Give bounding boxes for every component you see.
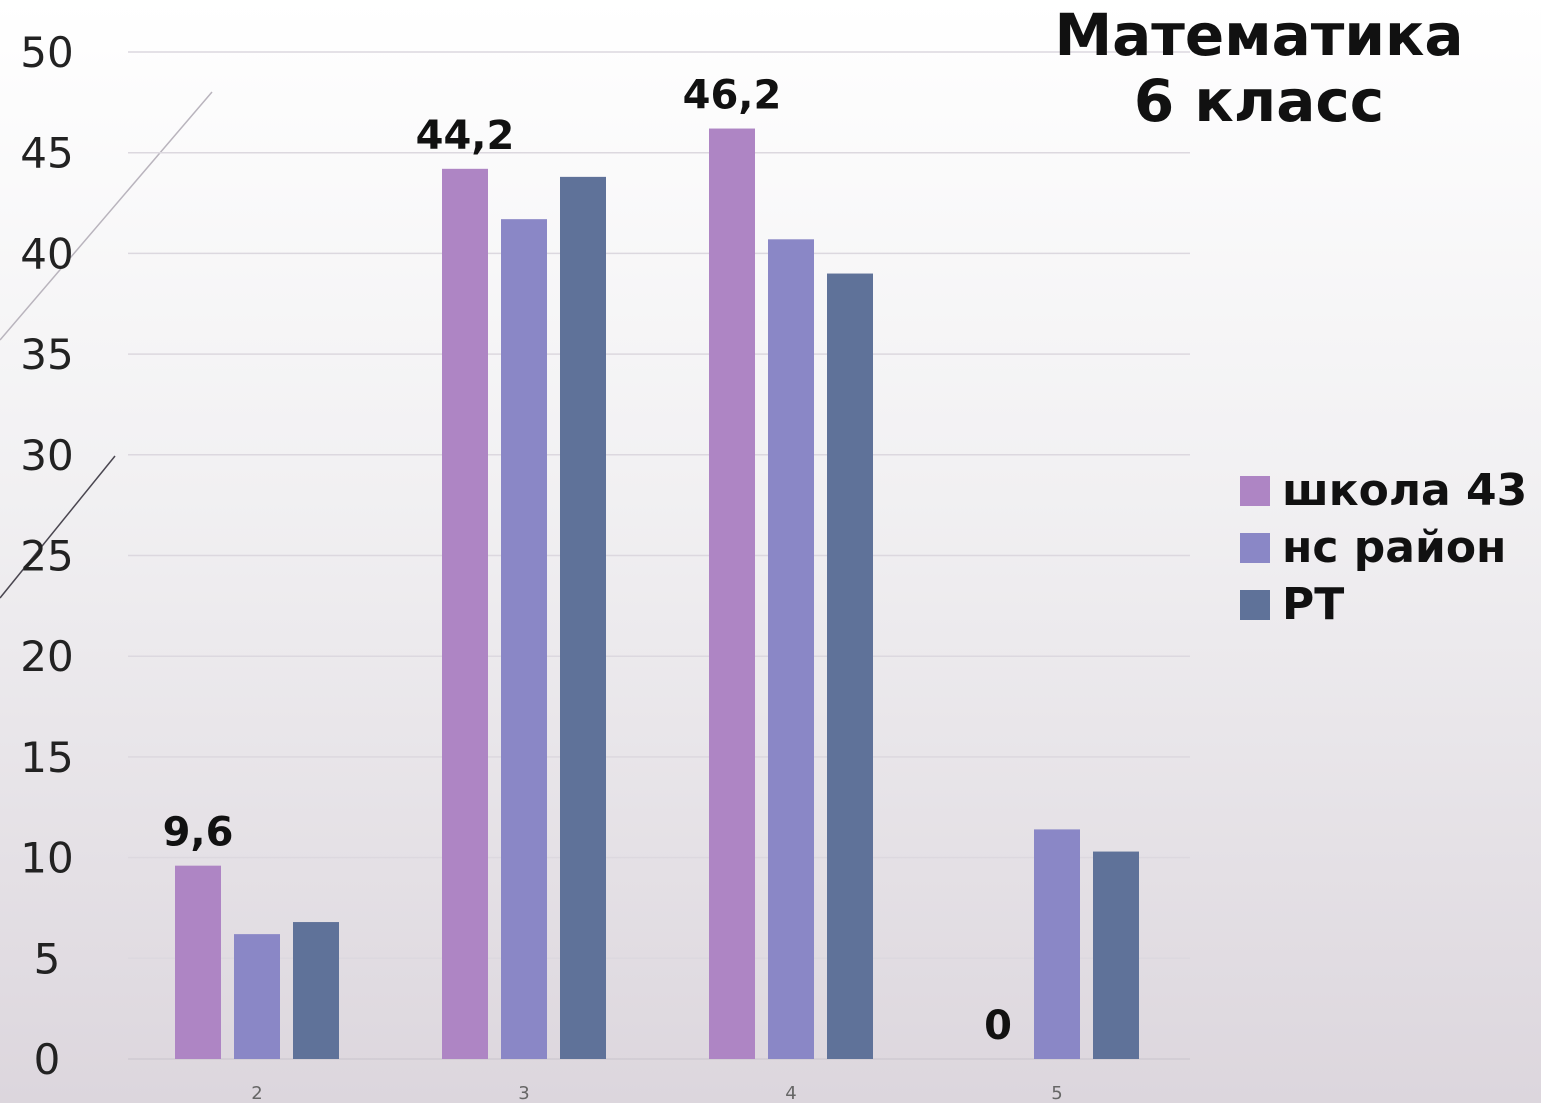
bar [501, 219, 547, 1060]
legend-item-school: школа 43 [1240, 462, 1527, 519]
y-tick-label: 50 [20, 28, 73, 77]
y-tick-label: 0 [34, 1035, 61, 1084]
chart-title-line-2: 6 класс [1133, 67, 1385, 135]
bar [768, 239, 814, 1059]
bar [1093, 851, 1139, 1059]
y-tick-label: 5 [34, 934, 61, 983]
data-label: 0 [984, 1003, 1012, 1049]
legend-item-district: нс район [1240, 519, 1527, 576]
bar [827, 273, 873, 1059]
y-tick-label: 25 [20, 532, 73, 581]
x-tick-label: 5 [1051, 1083, 1062, 1103]
legend-swatch [1240, 589, 1270, 620]
data-label: 46,2 [683, 73, 782, 119]
chart-legend: школа 43 нс район РТ [1240, 462, 1527, 633]
y-tick-label: 10 [20, 834, 73, 883]
legend-swatch [1240, 532, 1270, 563]
chart-title-line-1: Математика [1054, 1, 1464, 69]
bar [709, 128, 755, 1060]
legend-label: РТ [1282, 579, 1345, 630]
legend-label: школа 43 [1282, 465, 1528, 516]
y-tick-label: 45 [20, 129, 73, 178]
x-tick-label: 3 [518, 1083, 529, 1103]
y-tick-label: 30 [20, 431, 73, 480]
data-label: 44,2 [416, 113, 515, 159]
bar [293, 922, 339, 1059]
y-tick-label: 20 [20, 632, 73, 681]
decorative-line [0, 91, 213, 341]
bar [560, 176, 606, 1060]
legend-item-republic: РТ [1240, 576, 1527, 633]
decorative-line [0, 455, 116, 599]
data-label: 9,6 [163, 810, 234, 856]
decorative-lines [0, 91, 213, 599]
x-tick-label: 2 [251, 1083, 262, 1103]
chart-title: Математика 6 класс [1029, 2, 1489, 134]
legend-label: нс район [1282, 522, 1507, 573]
y-tick-label: 40 [20, 229, 73, 278]
bar [442, 168, 488, 1059]
bar [175, 865, 221, 1059]
bar [234, 934, 280, 1059]
legend-swatch [1240, 475, 1270, 506]
x-tick-label: 4 [785, 1083, 796, 1103]
y-tick-label: 15 [20, 733, 73, 782]
bar [1034, 829, 1080, 1059]
y-tick-label: 35 [20, 330, 73, 379]
